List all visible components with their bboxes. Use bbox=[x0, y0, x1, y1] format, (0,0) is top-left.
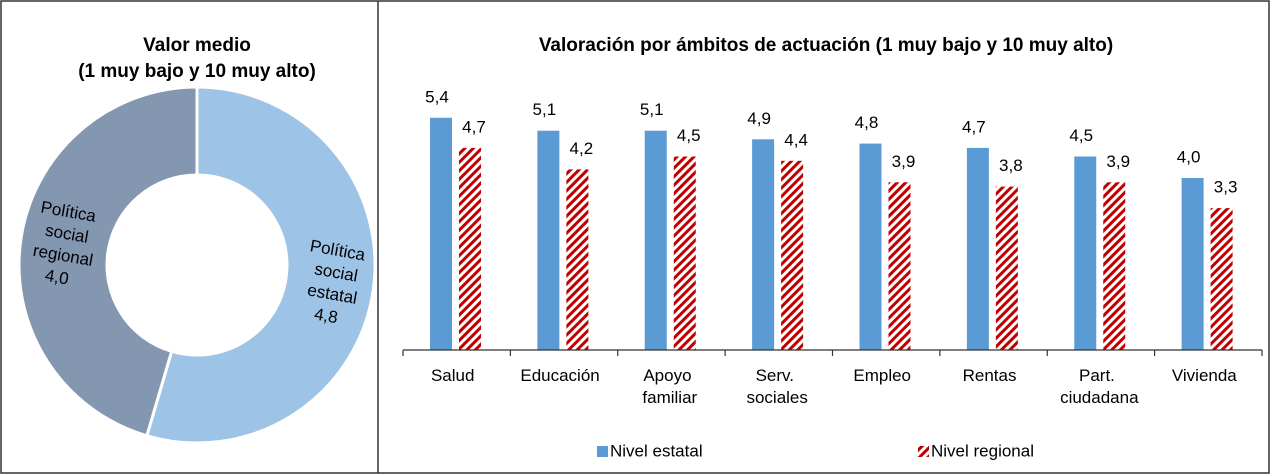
bar bbox=[1103, 182, 1126, 350]
x-tick-label: Salud bbox=[431, 366, 474, 385]
donut-slice bbox=[17, 85, 199, 438]
bar bbox=[995, 186, 1018, 350]
bar bbox=[644, 130, 667, 350]
bar bbox=[1210, 208, 1233, 350]
bar bbox=[537, 130, 560, 350]
x-tick-label: Serv. sociales bbox=[742, 366, 808, 407]
value-label: 4,2 bbox=[570, 139, 594, 158]
bar-title: Valoración por ámbitos de actuación (1 m… bbox=[539, 35, 1113, 56]
bar bbox=[1181, 178, 1204, 350]
value-label: 3,9 bbox=[892, 152, 916, 171]
value-label: 4,4 bbox=[784, 130, 808, 149]
value-label: 3,3 bbox=[1214, 178, 1238, 197]
value-label: 4,7 bbox=[962, 117, 986, 136]
donut-slice bbox=[144, 85, 377, 445]
donut-subtitle: (1 muy bajo y 10 muy alto) bbox=[78, 61, 316, 82]
bar bbox=[966, 147, 989, 350]
donut-title: Valor medio bbox=[143, 35, 251, 56]
bar bbox=[859, 143, 882, 350]
bar bbox=[566, 169, 589, 350]
value-label: 3,9 bbox=[1106, 152, 1130, 171]
value-label: 5,4 bbox=[425, 87, 449, 106]
bar bbox=[781, 160, 804, 350]
legend-swatch bbox=[918, 446, 929, 457]
legend-label: Nivel regional bbox=[931, 441, 1034, 460]
bar bbox=[1074, 156, 1097, 350]
x-tick-label: Empleo bbox=[853, 366, 911, 385]
value-label: 4,7 bbox=[462, 117, 486, 136]
value-label: 4,5 bbox=[1069, 126, 1093, 145]
x-tick-label: Apoyo familiar bbox=[638, 366, 698, 407]
value-label: 5,1 bbox=[640, 100, 664, 119]
bar bbox=[888, 182, 911, 350]
bar bbox=[673, 156, 696, 350]
slice-value: 4,0 bbox=[44, 266, 71, 289]
slice-value: 4,8 bbox=[313, 304, 340, 327]
value-label: 4,5 bbox=[677, 126, 701, 145]
x-tick-label: Vivienda bbox=[1172, 366, 1237, 385]
x-tick-label: Part. ciudadana bbox=[1055, 366, 1139, 407]
value-label: 4,9 bbox=[747, 109, 771, 128]
bar bbox=[430, 117, 452, 350]
value-label: 5,1 bbox=[533, 100, 557, 119]
x-tick-label: Educación bbox=[520, 366, 599, 385]
bar bbox=[459, 147, 481, 350]
bar bbox=[752, 139, 775, 350]
x-tick-label: Rentas bbox=[963, 366, 1017, 385]
legend-label: Nivel estatal bbox=[610, 441, 703, 460]
value-label: 4,8 bbox=[855, 113, 879, 132]
legend-swatch bbox=[597, 446, 608, 457]
value-label: 4,0 bbox=[1177, 147, 1201, 166]
value-label: 3,8 bbox=[999, 156, 1023, 175]
